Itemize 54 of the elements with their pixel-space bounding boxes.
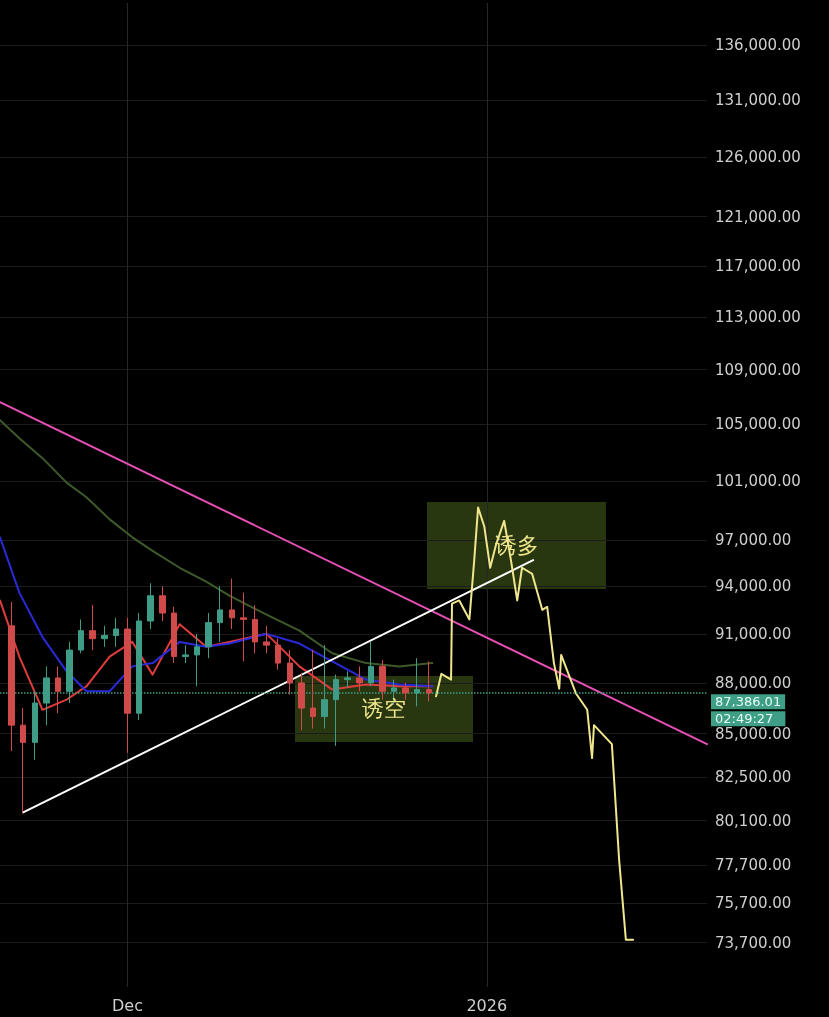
- y-tick-label: 136,000.00: [715, 36, 801, 55]
- candlestick: [8, 601, 15, 752]
- y-tick-label: 94,000.00: [715, 577, 792, 596]
- y-tick-label: 117,000.00: [715, 256, 801, 275]
- candlestick: [89, 604, 96, 651]
- candlestick: [356, 665, 363, 692]
- y-tick-label: 91,000.00: [715, 624, 792, 643]
- candlestick: [310, 649, 316, 730]
- y-tick-label: 82,500.00: [715, 768, 792, 787]
- candlestick: [194, 633, 200, 687]
- y-tick-label: 88,000.00: [715, 673, 792, 692]
- candlestick: [252, 604, 258, 654]
- candlestick: [240, 592, 247, 662]
- candlestick: [55, 665, 61, 714]
- candlestick: [78, 618, 84, 654]
- candlestick: [124, 617, 131, 754]
- candlestick: [229, 578, 235, 630]
- y-tick-label: 105,000.00: [715, 415, 801, 434]
- y-tick-label: 85,000.00: [715, 724, 792, 743]
- candlestick: [171, 606, 177, 664]
- y-tick-label: 109,000.00: [715, 360, 801, 379]
- y-tick-label: 75,700.00: [715, 894, 792, 913]
- x-tick-label: 2026: [466, 995, 508, 1015]
- ref-line-label: 87,386.01: [715, 694, 782, 710]
- candlestick: [205, 612, 212, 659]
- y-tick-label: 113,000.00: [715, 307, 801, 326]
- candlestick: [159, 585, 166, 622]
- annotation: 诱空: [362, 695, 406, 723]
- y-tick-label: 73,700.00: [715, 933, 792, 952]
- y-tick-label: 131,000.00: [715, 91, 801, 110]
- y-tick-label: 121,000.00: [715, 207, 801, 226]
- line-series: [0, 419, 434, 668]
- candlestick: [147, 582, 154, 630]
- x-tick-label: Dec: [112, 995, 143, 1015]
- line-series: [0, 536, 434, 693]
- candlestick: [182, 644, 189, 664]
- candlestick: [101, 625, 108, 648]
- candlestick: [426, 660, 432, 702]
- candlestick: [113, 617, 119, 648]
- candlestick: [217, 585, 223, 643]
- text: 02:49:27: [715, 711, 774, 727]
- candlestick: [287, 649, 293, 696]
- y-tick-label: 97,000.00: [715, 531, 792, 550]
- y-tick-label: 101,000.00: [715, 472, 801, 491]
- candlestick: [20, 707, 26, 814]
- candlestick: [263, 625, 270, 654]
- candlestick: [344, 670, 351, 689]
- candlestick: [368, 641, 374, 687]
- y-tick-label: 126,000.00: [715, 148, 801, 167]
- candlestick: [275, 638, 281, 671]
- y-tick-label: 77,700.00: [715, 856, 792, 875]
- candlestick: [298, 672, 305, 731]
- line-series: [435, 506, 635, 941]
- y-tick-label: 80,100.00: [715, 811, 792, 830]
